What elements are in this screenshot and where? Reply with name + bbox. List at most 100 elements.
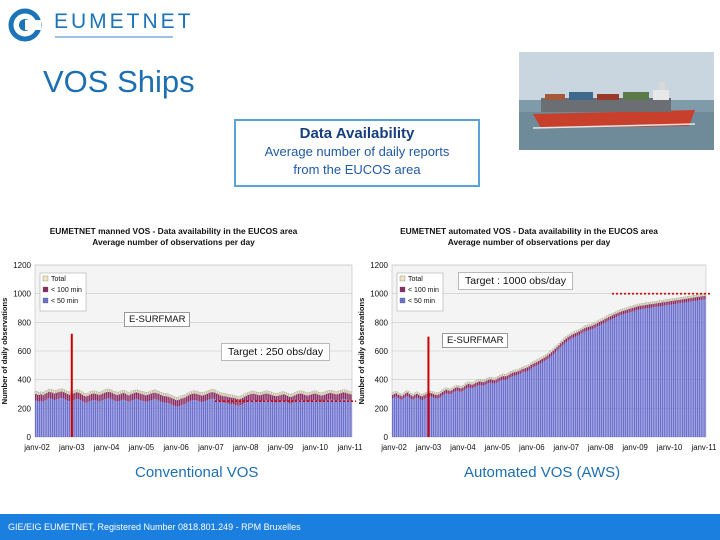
bar-total xyxy=(305,392,307,396)
bar-under-100-min xyxy=(462,387,464,392)
bar-total xyxy=(663,299,666,303)
bar-under-100-min xyxy=(215,393,218,401)
bar-under-100-min xyxy=(135,392,138,399)
bar-total xyxy=(698,294,701,297)
bar-under-50-min xyxy=(454,391,457,437)
bar-under-50-min xyxy=(253,400,255,437)
chart-title: EUMETNET manned VOS - Data availability … xyxy=(50,226,298,236)
bar-total xyxy=(458,385,461,388)
bar-total xyxy=(445,387,448,390)
bar-total xyxy=(146,392,149,396)
bar-under-100-min xyxy=(552,350,555,355)
bar-under-100-min xyxy=(169,397,171,404)
bar-under-50-min xyxy=(582,332,584,437)
bar-under-50-min xyxy=(292,402,294,437)
bar-under-100-min xyxy=(661,302,664,306)
bar-under-50-min xyxy=(641,309,643,437)
bar-under-50-min xyxy=(102,400,104,437)
bar-under-100-min xyxy=(574,333,577,337)
bar-total xyxy=(495,377,497,380)
bar-under-100-min xyxy=(667,301,669,306)
bar-under-50-min xyxy=(312,400,315,437)
bar-total xyxy=(694,295,697,298)
bar-total xyxy=(148,391,151,395)
bar-under-50-min xyxy=(126,401,128,437)
bar-under-100-min xyxy=(161,395,164,403)
bar-total xyxy=(51,389,54,393)
bar-under-50-min xyxy=(137,399,140,437)
bar-total xyxy=(602,317,605,321)
bar-under-50-min xyxy=(661,305,664,437)
bar-under-100-min xyxy=(641,305,643,310)
bar-under-100-min xyxy=(598,321,601,326)
bar-under-100-min xyxy=(547,355,549,359)
bar-under-100-min xyxy=(77,392,80,400)
bar-under-50-min xyxy=(547,358,549,437)
bar-total xyxy=(329,390,332,394)
bar-under-50-min xyxy=(122,399,125,437)
bar-total xyxy=(523,366,525,369)
bar-under-100-min xyxy=(681,299,684,303)
bar-under-100-min xyxy=(143,394,145,402)
bar-under-50-min xyxy=(228,403,231,437)
bar-total xyxy=(691,295,693,298)
bar-total xyxy=(665,299,667,302)
bar-total xyxy=(465,382,468,385)
bar-under-50-min xyxy=(639,309,641,437)
bar-under-100-min xyxy=(539,360,542,364)
bar-under-100-min xyxy=(408,394,411,398)
bar-under-50-min xyxy=(271,401,274,437)
bar-total xyxy=(323,391,326,395)
bar-under-100-min xyxy=(249,394,251,401)
bar-under-50-min xyxy=(72,400,74,437)
bar-under-50-min xyxy=(580,333,582,437)
bar-under-100-min xyxy=(687,298,689,302)
bar-total xyxy=(256,392,259,396)
bar-total xyxy=(288,393,291,397)
bar-total xyxy=(107,388,110,392)
bar-total xyxy=(672,298,675,301)
bar-under-50-min xyxy=(659,306,662,437)
bar-under-50-min xyxy=(537,364,540,437)
bar-under-100-min xyxy=(335,394,337,401)
bar-under-50-min xyxy=(325,400,328,437)
bar-total xyxy=(232,394,235,398)
bar-total xyxy=(615,311,618,314)
bar-under-50-min xyxy=(262,400,264,437)
bar-total xyxy=(687,296,690,299)
bar-under-50-min xyxy=(107,398,110,437)
bar-under-100-min xyxy=(165,396,167,403)
bar-total xyxy=(350,391,352,395)
bar-under-50-min xyxy=(619,315,621,437)
bar-under-100-min xyxy=(406,392,409,397)
bar-total xyxy=(633,305,636,308)
bar-total xyxy=(103,389,106,393)
bar-total xyxy=(64,390,67,394)
bar-under-100-min xyxy=(460,388,462,392)
bar-under-100-min xyxy=(432,394,435,398)
bar-total xyxy=(165,393,168,397)
bar-under-100-min xyxy=(482,382,484,386)
bar-under-50-min xyxy=(171,404,173,437)
bar-total xyxy=(282,391,285,395)
bar-under-100-min xyxy=(521,369,523,373)
bar-total xyxy=(550,350,553,353)
bar-under-50-min xyxy=(243,403,246,437)
bar-total xyxy=(200,392,203,396)
page-title: VOS Ships xyxy=(43,64,195,99)
bar-under-50-min xyxy=(593,328,595,437)
bar-total xyxy=(613,312,616,315)
bar-under-100-min xyxy=(156,393,158,400)
bar-under-50-min xyxy=(534,366,536,437)
bar-under-50-min xyxy=(113,400,115,437)
bar-under-100-min xyxy=(199,395,201,402)
bar-total xyxy=(336,391,339,395)
bar-under-50-min xyxy=(197,400,199,437)
bar-under-50-min xyxy=(264,400,266,437)
bar-total xyxy=(452,386,455,389)
bar-under-100-min xyxy=(284,395,287,402)
bar-total xyxy=(630,306,632,309)
bar-under-100-min xyxy=(255,394,257,401)
bar-total xyxy=(487,377,490,380)
y-tick-label: 400 xyxy=(375,376,389,385)
